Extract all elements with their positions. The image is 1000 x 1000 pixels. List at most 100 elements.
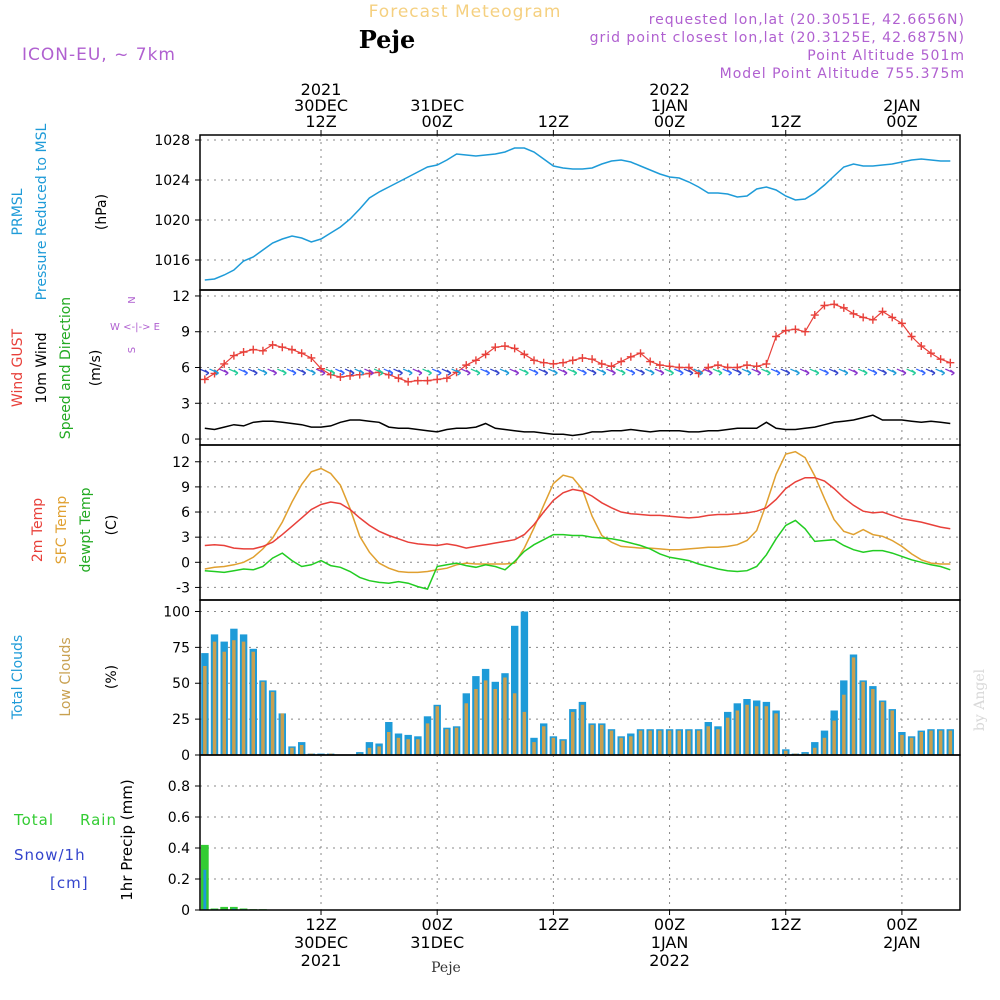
pressure-unit: (hPa) [94, 194, 110, 230]
pressure-label-1: PRMSL [10, 188, 26, 235]
low-clouds-bar [222, 651, 226, 755]
low-clouds-bar [880, 701, 885, 755]
wind-direction-arrow [819, 368, 829, 376]
wind-gust-marker [287, 345, 296, 354]
wind-direction-arrow [703, 368, 713, 376]
wind-gust-marker [791, 325, 800, 334]
wind-direction-arrow [877, 368, 887, 376]
low-clouds-bar [764, 706, 769, 755]
low-clouds-bar [600, 724, 604, 755]
wind-gust-marker [588, 355, 597, 364]
info-line-1: requested lon,lat (20.3051E, 42.6656N) [649, 12, 965, 28]
wind-direction-arrow [373, 368, 384, 376]
wind-gust-marker [200, 375, 209, 384]
low-clouds-bar [551, 737, 556, 755]
y-tick-label: 0 [181, 432, 190, 448]
low-clouds-bar [851, 657, 856, 755]
wind-direction-arrow [451, 368, 461, 376]
y-tick-label: 12 [172, 289, 190, 305]
wind-direction-arrow [257, 368, 268, 376]
low-clouds-bar [919, 732, 923, 755]
wind-direction-arrow [431, 368, 442, 376]
wind-direction-arrow [606, 368, 616, 376]
wind-gust-marker [801, 327, 810, 336]
bottom-axis-label: 12Z [305, 915, 336, 934]
low-clouds-bar [445, 729, 449, 755]
wind-direction-arrow [809, 368, 820, 376]
wind-direction-arrow [693, 368, 703, 376]
location-title: Peje [359, 25, 416, 54]
clouds-unit: (%) [104, 665, 120, 689]
dewpt-line [204, 519, 951, 590]
y-tick-label: 100 [163, 604, 190, 620]
y-tick-label: 75 [172, 640, 190, 656]
total-clouds-label: Total Clouds [10, 635, 26, 720]
wind-direction-arrow [218, 368, 229, 376]
low-clouds-bar [406, 739, 410, 755]
wind-gust-marker [946, 358, 955, 367]
wind-direction-arrow [896, 368, 907, 376]
y-tick-label: 0 [181, 555, 190, 571]
total-clouds-bar [511, 625, 519, 755]
low-clouds-bar [522, 711, 527, 755]
precip-unit: 1hr Precip (mm) [118, 779, 136, 900]
top-axis-label: 00Z [654, 112, 685, 131]
wind-direction-arrow [848, 368, 858, 376]
low-clouds-bar [396, 737, 401, 755]
top-axis-label: 2021 [301, 80, 342, 99]
wind-gust-marker [665, 362, 674, 371]
wind-10m-label: 10m Wind [34, 332, 50, 403]
y-tick-label: 12 [172, 455, 190, 471]
chart-title: Forecast Meteogram [369, 2, 562, 22]
wind-gust-marker [568, 356, 577, 365]
wind-gust-marker [258, 346, 267, 355]
wind-gust-marker [307, 353, 316, 362]
low-clouds-bar [416, 739, 420, 755]
low-clouds-bar [813, 747, 817, 755]
low-clouds-bar [938, 730, 943, 755]
low-clouds-bar [571, 711, 575, 755]
low-clouds-bar [745, 704, 749, 755]
info-line-3: Point Altitude 501m [807, 48, 965, 64]
wind-gust-marker [268, 340, 277, 349]
wind-gust-marker [636, 349, 645, 358]
low-clouds-bar [377, 746, 381, 755]
wind-gust-marker [859, 313, 868, 322]
low-clouds-bar [696, 730, 701, 755]
wind-gust-marker [868, 315, 877, 324]
bottom-axis-label: 00Z [886, 915, 917, 934]
top-axis-label: 31DEC [410, 96, 464, 115]
wind-direction-arrow [247, 368, 258, 376]
wind-gust-marker [433, 375, 442, 384]
precip-panel: Total Rain Snow/1h [cm] 1hr Precip (mm) … [13, 754, 961, 919]
low-clouds-bar [706, 726, 710, 755]
low-clouds-bar [929, 730, 933, 755]
wind-direction-arrow [228, 368, 239, 376]
low-clouds-bar [909, 737, 914, 755]
clouds-series [201, 611, 954, 756]
precip-snow-label: Snow/1h [14, 846, 86, 864]
low-clouds-bar [716, 729, 720, 755]
low-clouds-bar [212, 641, 217, 755]
wind-direction-arrow [296, 368, 307, 376]
wind-gust-marker [607, 362, 616, 371]
wind-direction-arrow [799, 368, 810, 376]
wind-grid [200, 290, 960, 445]
wind-direction-arrow [857, 368, 868, 376]
wind-gust-marker [336, 373, 345, 382]
wind-direction-arrow [277, 368, 287, 376]
wind-direction-arrow [470, 368, 481, 376]
wind-direction-arrow [335, 368, 345, 376]
y-tick-label: 0.8 [168, 779, 190, 795]
wind-direction-arrow [238, 368, 248, 376]
wind-gust-marker [713, 361, 722, 370]
wind-gust-marker [655, 361, 664, 370]
bottom-axis-label: 12Z [538, 915, 569, 934]
wind-gust-marker [781, 326, 790, 335]
wind-gust-label: Wind GUST [10, 328, 26, 407]
low-clouds-bar [784, 750, 788, 755]
y-tick-label: 3 [181, 530, 190, 546]
total-clouds-bar [356, 752, 364, 755]
low-clouds-bar [290, 747, 294, 755]
